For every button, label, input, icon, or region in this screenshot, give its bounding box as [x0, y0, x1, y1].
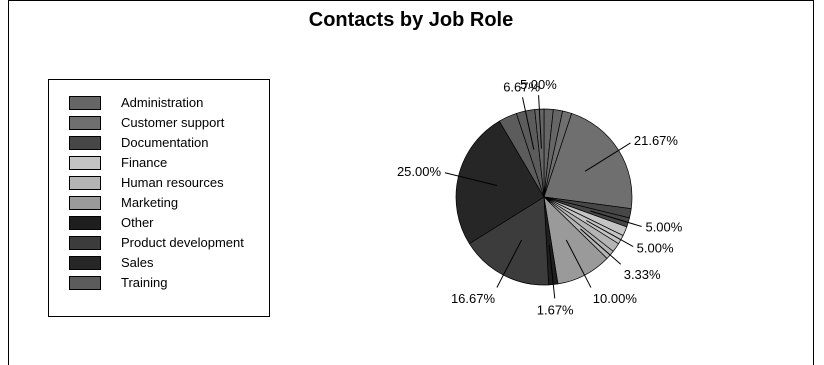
legend-label: Administration [121, 95, 204, 110]
data-label: 16.67% [451, 291, 496, 306]
legend-swatch [69, 116, 101, 130]
legend-swatch [69, 176, 101, 190]
data-label: 5.00% [645, 220, 682, 235]
legend-swatch [69, 136, 101, 150]
legend-swatch [69, 216, 101, 230]
legend-label: Other [121, 215, 154, 230]
chart-legend: Administration Customer support Documentat… [48, 79, 270, 317]
data-label: 3.33% [624, 267, 661, 282]
legend-swatch [69, 196, 101, 210]
leader-line [496, 239, 523, 288]
legend-swatch [69, 256, 101, 270]
legend-swatch [69, 276, 101, 290]
leader-line [586, 220, 634, 247]
leader-line [548, 245, 556, 299]
data-label: 21.67% [634, 133, 679, 148]
legend-swatch [69, 96, 101, 110]
data-label: 5.00% [520, 77, 557, 92]
leader-line [584, 142, 631, 172]
leader-line [565, 239, 592, 288]
data-label: 5.00% [637, 240, 674, 255]
data-label: 10.00% [593, 291, 638, 306]
leader-line [538, 95, 542, 149]
legend-label: Customer support [121, 115, 225, 130]
legend-swatch [69, 236, 101, 250]
legend-label: Marketing [121, 195, 179, 210]
leader-line [522, 97, 535, 150]
data-label: 6.67% [503, 79, 540, 94]
legend-label: Sales [121, 255, 154, 270]
leader-line [580, 228, 622, 265]
legend-swatch [69, 156, 101, 170]
legend-label: Documentation [121, 135, 209, 150]
legend-label: Human resources [121, 175, 224, 190]
leader-line [444, 172, 498, 186]
legend-label: Product development [121, 235, 244, 250]
data-label: 25.00% [397, 164, 442, 179]
chart-frame: Contacts by Job Role Administration Custo… [8, 0, 814, 365]
chart-title: Contacts by Job Role [308, 9, 514, 31]
legend-label: Finance [121, 155, 168, 170]
legend-label: Training [121, 275, 168, 290]
data-label: 1.67% [537, 302, 574, 317]
leader-line [590, 210, 642, 227]
